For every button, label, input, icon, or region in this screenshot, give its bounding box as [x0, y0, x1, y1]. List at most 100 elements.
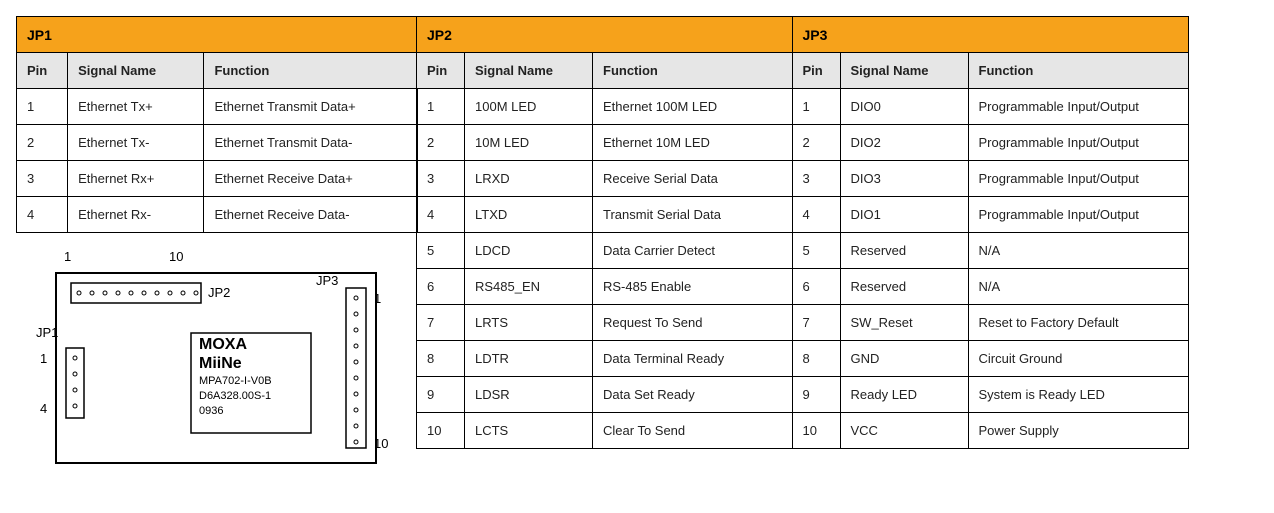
cell-pin: 7: [792, 305, 840, 341]
cell-function: Ethernet 100M LED: [593, 89, 793, 125]
table-row: 2Ethernet Tx-Ethernet Transmit Data-: [17, 125, 418, 161]
table-row: 6ReservedN/A: [792, 269, 1188, 305]
cell-signal: Reserved: [840, 233, 968, 269]
layout-container: JP1 Pin Signal Name Function 1Ethernet T…: [16, 16, 1258, 483]
cell-pin: 8: [792, 341, 840, 377]
table-row: 8GNDCircuit Ground: [792, 341, 1188, 377]
cell-pin: 5: [417, 233, 465, 269]
jp1-table: JP1 Pin Signal Name Function 1Ethernet T…: [16, 16, 418, 233]
cell-signal: Reserved: [840, 269, 968, 305]
cell-function: Programmable Input/Output: [968, 89, 1188, 125]
cell-pin: 6: [792, 269, 840, 305]
table-row: 5ReservedN/A: [792, 233, 1188, 269]
cell-function: N/A: [968, 233, 1188, 269]
table-row: 10LCTSClear To Send: [417, 413, 793, 449]
table-row: 6RS485_ENRS-485 Enable: [417, 269, 793, 305]
cell-signal: LRTS: [465, 305, 593, 341]
cell-pin: 6: [417, 269, 465, 305]
jp3-body: 1DIO0Programmable Input/Output2DIO2Progr…: [792, 89, 1188, 449]
table-row: 4DIO1Programmable Input/Output: [792, 197, 1188, 233]
jp2-title: JP2: [417, 17, 793, 53]
chip-line4: D6A328.00S-1: [199, 390, 271, 402]
jp2-col-signal: Signal Name: [465, 53, 593, 89]
jp2-col-pin: Pin: [417, 53, 465, 89]
table-row: 8LDTRData Terminal Ready: [417, 341, 793, 377]
jp1-col-pin: Pin: [17, 53, 68, 89]
jp1-body: 1Ethernet Tx+Ethernet Transmit Data+2Eth…: [17, 89, 418, 233]
table-row: 4Ethernet Rx-Ethernet Receive Data-: [17, 197, 418, 233]
table-row: 5LDCDData Carrier Detect: [417, 233, 793, 269]
table-row: 10VCCPower Supply: [792, 413, 1188, 449]
cell-signal: DIO3: [840, 161, 968, 197]
cell-function: Data Terminal Ready: [593, 341, 793, 377]
jp1-col-signal: Signal Name: [68, 53, 204, 89]
cell-signal: GND: [840, 341, 968, 377]
cell-pin: 2: [17, 125, 68, 161]
cell-pin: 9: [417, 377, 465, 413]
jp3-col-pin: Pin: [792, 53, 840, 89]
table-row: 2DIO2Programmable Input/Output: [792, 125, 1188, 161]
jp2-label: JP2: [208, 285, 230, 300]
column-jp2: JP2 Pin Signal Name Function 1100M LEDEt…: [416, 16, 792, 449]
cell-signal: LTXD: [465, 197, 593, 233]
jp3-col-signal: Signal Name: [840, 53, 968, 89]
chip-line2: MiiNe: [199, 355, 242, 373]
cell-signal: LRXD: [465, 161, 593, 197]
table-row: 9LDSRData Set Ready: [417, 377, 793, 413]
cell-pin: 1: [417, 89, 465, 125]
cell-signal: Ethernet Tx-: [68, 125, 204, 161]
table-row: 210M LEDEthernet 10M LED: [417, 125, 793, 161]
cell-pin: 3: [792, 161, 840, 197]
jp3-table: JP3 Pin Signal Name Function 1DIO0Progra…: [792, 16, 1189, 449]
cell-function: System is Ready LED: [968, 377, 1188, 413]
cell-pin: 4: [17, 197, 68, 233]
chip-line5: 0936: [199, 405, 223, 417]
table-row: 4LTXDTransmit Serial Data: [417, 197, 793, 233]
cell-function: Data Set Ready: [593, 377, 793, 413]
cell-function: Ethernet 10M LED: [593, 125, 793, 161]
cell-function: Ethernet Receive Data-: [204, 197, 417, 233]
cell-signal: 100M LED: [465, 89, 593, 125]
cell-pin: 1: [792, 89, 840, 125]
jp2-body: 1100M LEDEthernet 100M LED210M LEDEthern…: [417, 89, 793, 449]
cell-signal: DIO1: [840, 197, 968, 233]
cell-function: N/A: [968, 269, 1188, 305]
cell-function: Ethernet Transmit Data+: [204, 89, 417, 125]
cell-signal: LDSR: [465, 377, 593, 413]
table-row: 7SW_ResetReset to Factory Default: [792, 305, 1188, 341]
table-row: 3DIO3Programmable Input/Output: [792, 161, 1188, 197]
cell-pin: 3: [417, 161, 465, 197]
cell-signal: VCC: [840, 413, 968, 449]
cell-signal: DIO2: [840, 125, 968, 161]
table-row: 7LRTSRequest To Send: [417, 305, 793, 341]
cell-function: Ethernet Transmit Data-: [204, 125, 417, 161]
jp2-col-function: Function: [593, 53, 793, 89]
cell-function: Clear To Send: [593, 413, 793, 449]
table-row: 9Ready LEDSystem is Ready LED: [792, 377, 1188, 413]
table-row: 1Ethernet Tx+Ethernet Transmit Data+: [17, 89, 418, 125]
cell-function: Power Supply: [968, 413, 1188, 449]
cell-function: Programmable Input/Output: [968, 161, 1188, 197]
cell-signal: RS485_EN: [465, 269, 593, 305]
jp2-pin10-label: 10: [169, 249, 183, 264]
cell-pin: 9: [792, 377, 840, 413]
cell-function: Reset to Factory Default: [968, 305, 1188, 341]
jp2-pin1-label: 1: [64, 249, 71, 264]
cell-signal: Ethernet Rx+: [68, 161, 204, 197]
cell-pin: 8: [417, 341, 465, 377]
cell-signal: Ethernet Rx-: [68, 197, 204, 233]
cell-signal: Ethernet Tx+: [68, 89, 204, 125]
chip-line3: MPA702-I-V0B: [199, 375, 272, 387]
cell-pin: 2: [792, 125, 840, 161]
jp1-col-function: Function: [204, 53, 417, 89]
cell-pin: 5: [792, 233, 840, 269]
table-row: 3LRXDReceive Serial Data: [417, 161, 793, 197]
jp3-col-function: Function: [968, 53, 1188, 89]
cell-function: Circuit Ground: [968, 341, 1188, 377]
jp3-pin10-label: 10: [374, 436, 388, 451]
cell-signal: DIO0: [840, 89, 968, 125]
jp1-label: JP1: [36, 325, 58, 340]
chip-line1: MOXA: [199, 336, 247, 354]
table-row: 1100M LEDEthernet 100M LED: [417, 89, 793, 125]
cell-signal: SW_Reset: [840, 305, 968, 341]
